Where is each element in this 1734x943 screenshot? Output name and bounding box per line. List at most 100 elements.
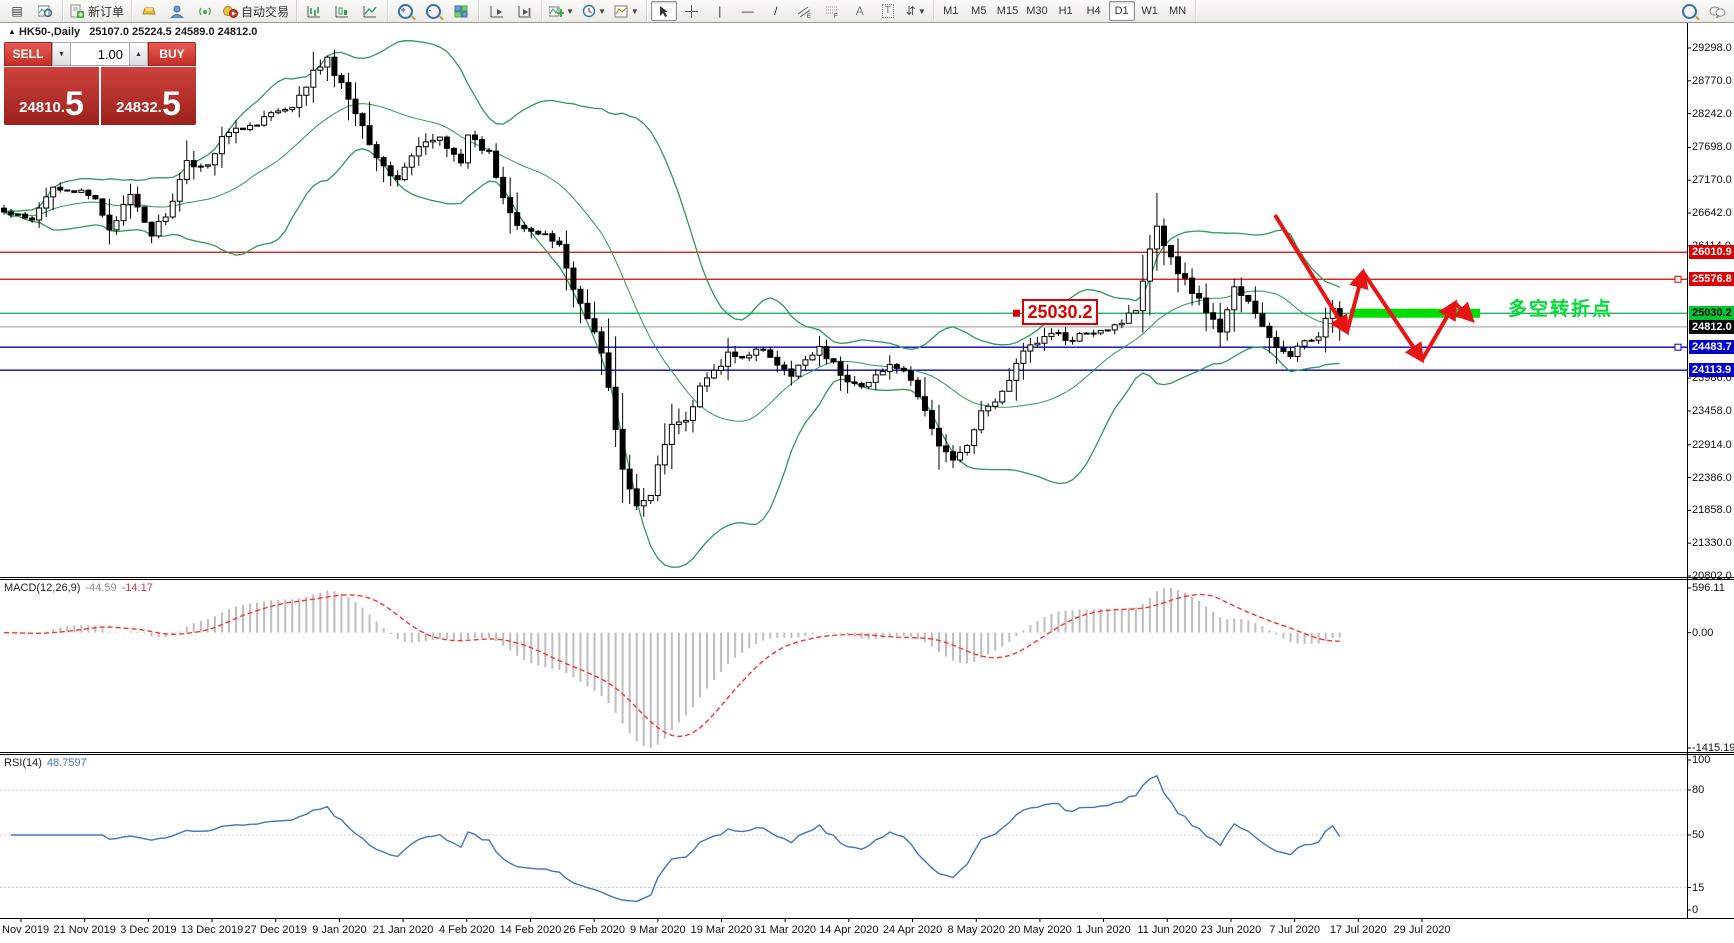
line-handle[interactable] [1674, 275, 1682, 283]
templates-button[interactable]: ▼ [611, 1, 642, 21]
candle-body [1266, 325, 1273, 339]
candle-body [570, 267, 577, 290]
line-handle[interactable] [1674, 343, 1682, 351]
timeframe-h4-button[interactable]: H4 [1086, 5, 1101, 17]
timeframe-w1-button[interactable]: W1 [1141, 5, 1158, 17]
toolbar-group-lines: | — / E F A T ⇵ ▼ [647, 0, 934, 22]
candle-body [753, 348, 760, 356]
candle-body [155, 220, 162, 237]
bollinger-upper-band [3, 40, 1340, 351]
tile-windows-button[interactable] [448, 1, 474, 21]
candle-body [296, 94, 303, 108]
trend-arrow[interactable] [1420, 299, 1458, 362]
bar-chart-button[interactable] [301, 1, 327, 21]
zoom-out-button[interactable]: - [420, 1, 446, 21]
mail-button[interactable] [164, 1, 190, 21]
signals-button[interactable] [192, 1, 218, 21]
new-order-button[interactable]: 新订单 [67, 1, 127, 21]
autotrading-button[interactable]: 自动交易 [220, 1, 292, 21]
periods-button[interactable]: ▼ [579, 1, 609, 21]
buy-button[interactable]: BUY [148, 42, 196, 66]
turning-point-annotation[interactable]: 多空转折点 [1508, 299, 1614, 320]
timeframe-m30-button[interactable]: M30 [1026, 5, 1048, 17]
candle-body [907, 370, 914, 381]
price-callout-25030[interactable]: 25030.2 [1022, 299, 1098, 325]
candle-body [696, 385, 703, 408]
price-tick-label: 27698.0 [1692, 141, 1732, 154]
candle-body [837, 361, 844, 376]
candle-body [1175, 256, 1182, 275]
trade-row-buttons: SELL ▼ 1.00 ▲ BUY [4, 42, 196, 66]
cursor-button[interactable] [650, 1, 677, 21]
macd-signal-line [3, 593, 1340, 738]
text-label-icon: T [881, 4, 894, 18]
market-watch-icon[interactable]: ▤ [4, 1, 30, 21]
cursor-icon [660, 5, 669, 17]
text-label-button[interactable]: T [875, 1, 901, 21]
candle-body [1069, 339, 1076, 342]
deposit-button[interactable] [136, 1, 162, 21]
candle-body [598, 331, 605, 354]
date-tick-label: 19 Mar 2020 [690, 924, 753, 936]
trend-arrow[interactable] [1361, 270, 1425, 364]
toolbar-group-scroll [479, 0, 543, 22]
toolbar-group-zoom: + - [388, 0, 480, 22]
timeframe-m1-button[interactable]: M1 [943, 5, 959, 17]
autotrading-icon [223, 5, 239, 18]
dropdown-arrow-icon: ▼ [630, 6, 639, 16]
text-button[interactable]: A [847, 1, 873, 21]
collapse-triangle-icon[interactable]: ▲ [8, 27, 16, 36]
callout-anchor-handle[interactable] [1013, 309, 1020, 317]
turning-point-zone[interactable] [1350, 308, 1480, 318]
zoom-in-button[interactable]: + [392, 1, 418, 21]
arrows-button[interactable]: ⇵ ▼ [903, 1, 929, 21]
trend-arrow[interactable] [1273, 213, 1350, 336]
timeframe-h1-button[interactable]: H1 [1058, 5, 1073, 17]
sell-button[interactable]: SELL [4, 42, 52, 66]
line-chart-button[interactable] [357, 1, 383, 21]
price-tick-label: 29298.0 [1692, 42, 1732, 54]
trend-arrow[interactable] [1453, 301, 1475, 323]
candle-body [549, 233, 556, 242]
candle-body [957, 451, 964, 461]
candlestick-chart-button[interactable] [329, 1, 355, 21]
equidistant-channel-button[interactable]: E [791, 1, 817, 21]
search-button[interactable] [1676, 1, 1702, 21]
candle-body [514, 212, 521, 226]
candle-body [204, 164, 211, 167]
list-glyph: ▤ [11, 4, 23, 18]
candle-body [254, 124, 261, 127]
crosshair-button[interactable] [679, 1, 705, 21]
trendline-button[interactable]: / [763, 1, 789, 21]
candle-body [1224, 309, 1231, 333]
candle-body [479, 139, 486, 151]
date-tick-label: 9 Jan 2020 [312, 924, 367, 936]
timeframe-d1-button[interactable]: D1 [1108, 1, 1135, 21]
trend-arrow[interactable] [1345, 268, 1369, 333]
vertical-line-button[interactable]: | [707, 1, 733, 21]
date-tick-label: 23 Jun 2020 [1200, 924, 1262, 936]
candle-body [303, 86, 310, 96]
volume-decrease-button[interactable]: ▼ [52, 42, 71, 66]
candle-body [345, 82, 352, 100]
candle-body [760, 348, 767, 351]
toolbar: ▤ 新订单 自动交易 + - ▼ ▼ ▼ [0, 0, 1734, 23]
volume-increase-button[interactable]: ▲ [129, 42, 148, 66]
indicators-button[interactable]: ▼ [546, 1, 577, 21]
auto-scroll-button[interactable] [483, 1, 509, 21]
sell-price-panel[interactable]: 24810. 5 [4, 67, 99, 125]
data-window-icon[interactable] [32, 1, 58, 21]
candle-body [1097, 329, 1104, 334]
horizontal-line-button[interactable]: — [735, 1, 761, 21]
buy-price-panel[interactable]: 24832. 5 [101, 67, 196, 125]
timeframe-mn-button[interactable]: MN [1169, 5, 1187, 17]
timeframe-m15-button[interactable]: M15 [996, 5, 1019, 17]
candle-body [450, 147, 457, 155]
timeframe-m5-button[interactable]: M5 [971, 5, 987, 17]
date-tick-label: 1 Nov 2019 [0, 924, 50, 936]
chart-shift-button[interactable] [511, 1, 537, 21]
fibonacci-button[interactable]: F [819, 1, 845, 21]
chat-button[interactable] [1704, 1, 1730, 21]
volume-input[interactable]: 1.00 [71, 42, 129, 66]
